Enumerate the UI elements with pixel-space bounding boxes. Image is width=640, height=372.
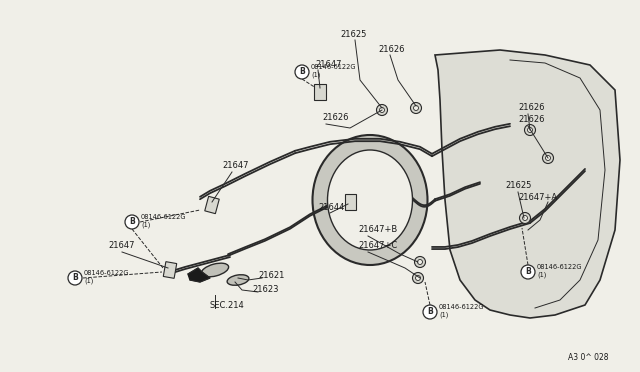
Text: 08146-6122G: 08146-6122G <box>537 264 582 270</box>
Circle shape <box>543 153 554 164</box>
Text: 21647: 21647 <box>108 241 134 250</box>
Circle shape <box>380 108 385 112</box>
Text: 21625: 21625 <box>505 181 531 190</box>
Ellipse shape <box>312 135 428 265</box>
Circle shape <box>520 212 531 224</box>
Circle shape <box>522 215 527 221</box>
Circle shape <box>68 271 82 285</box>
Text: 21626: 21626 <box>378 45 404 54</box>
Text: A3 0^ 028: A3 0^ 028 <box>568 353 609 362</box>
Text: 21647+C: 21647+C <box>358 241 397 250</box>
Polygon shape <box>435 50 620 318</box>
Circle shape <box>413 273 424 283</box>
Text: 21647: 21647 <box>315 60 342 69</box>
Text: 21626: 21626 <box>518 115 545 124</box>
Text: (1): (1) <box>141 221 150 228</box>
Circle shape <box>417 260 422 264</box>
Text: 21644: 21644 <box>318 203 344 212</box>
Text: (1): (1) <box>84 277 93 283</box>
Circle shape <box>423 305 437 319</box>
Ellipse shape <box>328 150 413 250</box>
Bar <box>205 196 220 214</box>
Circle shape <box>413 106 419 110</box>
Bar <box>163 262 177 278</box>
Text: (1): (1) <box>537 271 547 278</box>
Circle shape <box>376 105 387 115</box>
Text: 08146-6122G: 08146-6122G <box>439 304 484 310</box>
Polygon shape <box>188 268 210 282</box>
Circle shape <box>525 125 536 135</box>
Circle shape <box>415 257 426 267</box>
Text: (1): (1) <box>439 311 449 317</box>
Text: B: B <box>129 218 135 227</box>
Text: 21647: 21647 <box>222 161 248 170</box>
Circle shape <box>521 265 535 279</box>
Circle shape <box>527 128 532 132</box>
Text: 08146-6122G: 08146-6122G <box>311 64 356 70</box>
Ellipse shape <box>202 263 228 277</box>
Circle shape <box>415 276 420 280</box>
Text: 08146-6122G: 08146-6122G <box>141 214 186 220</box>
Text: (1): (1) <box>311 71 321 77</box>
Bar <box>344 194 355 210</box>
Text: B: B <box>72 273 78 282</box>
Text: 21626: 21626 <box>322 113 349 122</box>
Text: 21647+A: 21647+A <box>518 193 557 202</box>
Circle shape <box>295 65 309 79</box>
Text: B: B <box>525 267 531 276</box>
Ellipse shape <box>227 275 249 285</box>
Circle shape <box>125 215 139 229</box>
Text: 21621: 21621 <box>258 271 284 280</box>
Text: 08146-6122G: 08146-6122G <box>84 270 129 276</box>
Circle shape <box>545 155 550 160</box>
Text: 21626: 21626 <box>518 103 545 112</box>
Text: SEC.214: SEC.214 <box>210 301 244 310</box>
Text: 21623: 21623 <box>252 285 278 294</box>
Text: 21625: 21625 <box>340 30 366 39</box>
Text: 21647+B: 21647+B <box>358 225 397 234</box>
Text: B: B <box>299 67 305 77</box>
Circle shape <box>410 103 422 113</box>
Bar <box>314 84 326 100</box>
Text: B: B <box>427 308 433 317</box>
